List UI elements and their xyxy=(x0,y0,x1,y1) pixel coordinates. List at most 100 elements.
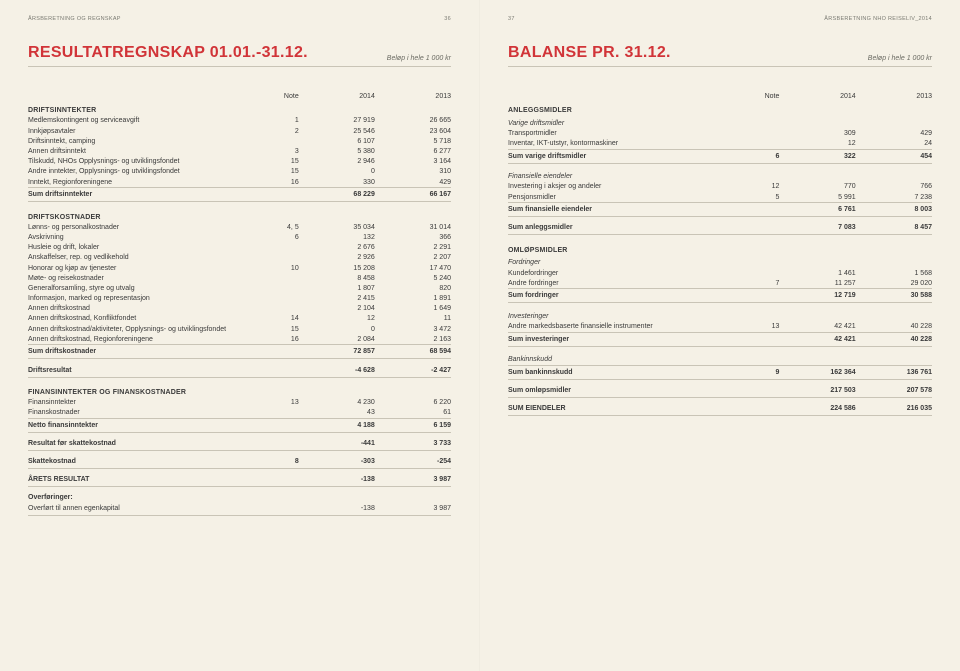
row-label: Sum omløpsmidler xyxy=(508,385,737,397)
row-note: 10 xyxy=(256,263,298,273)
table-row: Pensjonsmidler55 9917 238 xyxy=(508,192,932,203)
row-label: Finanskostnader xyxy=(28,408,256,419)
row-2013: 8 003 xyxy=(856,203,932,217)
row-note: 13 xyxy=(737,321,779,332)
page-title-right: BALANSE PR. 31.12. xyxy=(508,44,671,62)
row-label: Resultat før skattekostnad xyxy=(28,439,256,451)
balance-sheet-table: Note 2014 2013 ANLEGGSMIDLER Varige drif… xyxy=(508,91,932,416)
row-label: Investering i aksjer og andeler xyxy=(508,182,737,192)
row-note xyxy=(256,283,298,293)
row-label: Andre fordringer xyxy=(508,278,737,289)
row-2013: 310 xyxy=(375,167,451,177)
table-row: Finansinntekter134 2306 220 xyxy=(28,398,451,408)
table-row: Driftsinntekt, camping6 1075 718 xyxy=(28,136,451,146)
page-title-left: RESULTATREGNSKAP 01.01.-31.12. xyxy=(28,44,308,62)
row-2014: 12 xyxy=(779,139,855,150)
row-label: Finansinntekter xyxy=(28,398,256,408)
row-2013: 366 xyxy=(375,232,451,242)
sub-varige: Varige driftsmidler xyxy=(508,116,932,129)
section-driftsinntekter: DRIFTSINNTEKTER xyxy=(28,101,451,116)
overforinger-head: Overføringer: xyxy=(28,493,451,503)
fordringer-rows: Kundefordringer1 4611 568Andre fordringe… xyxy=(508,268,932,289)
row-note xyxy=(737,139,779,150)
overfort-egenkapital: Overført til annen egenkapital-1383 987 xyxy=(28,503,451,515)
aarets-resultat: ÅRETS RESULTAT-1383 987 xyxy=(28,475,451,487)
row-2014: 1 461 xyxy=(779,268,855,278)
row-2013: 11 xyxy=(375,314,451,324)
row-2014: 322 xyxy=(779,149,855,163)
row-2013: 26 665 xyxy=(375,116,451,126)
row-2014: 6 107 xyxy=(299,136,375,146)
row-2013: 454 xyxy=(856,149,932,163)
row-label: Sum finansielle eiendeler xyxy=(508,203,737,217)
sum-omlopsmidler: Sum omløpsmidler217 503207 578 xyxy=(508,385,932,397)
row-2014: 43 xyxy=(299,408,375,419)
row-label: Kundefordringer xyxy=(508,268,737,278)
sub-bank: Bankinnskudd xyxy=(508,352,932,365)
row-label: Skattekostnad xyxy=(28,457,256,469)
row-2013: 766 xyxy=(856,182,932,192)
row-2014: 11 257 xyxy=(779,278,855,289)
col-y1-r: 2014 xyxy=(779,91,855,101)
income-statement-table: Note 2014 2013 DRIFTSINNTEKTER Medlemsko… xyxy=(28,91,451,516)
row-note xyxy=(256,273,298,283)
row-2014: 0 xyxy=(299,167,375,177)
row-note: 1 xyxy=(256,116,298,126)
row-2014: 7 083 xyxy=(779,223,855,235)
row-2014: 35 034 xyxy=(299,222,375,232)
sub-investeringer: Investeringer xyxy=(508,309,932,322)
driftskostnader-rows: Lønns- og personalkostnader4, 535 03431 … xyxy=(28,222,451,345)
table-row: Annen driftsinntekt35 3806 277 xyxy=(28,146,451,156)
col-note-r: Note xyxy=(737,91,779,101)
table-row: Lønns- og personalkostnader4, 535 03431 … xyxy=(28,222,451,232)
row-label: Annen driftskostnad, Konfliktfondet xyxy=(28,314,256,324)
row-note: 8 xyxy=(256,457,298,469)
row-label: Lønns- og personalkostnader xyxy=(28,222,256,232)
row-2013: 3 472 xyxy=(375,324,451,334)
row-2014: 5 380 xyxy=(299,146,375,156)
section-finans: FINANSINNTEKTER OG FINANSKOSTNADER xyxy=(28,383,451,398)
table-row: Anskaffelser, rep. og vedlikehold2 9262 … xyxy=(28,253,451,263)
row-2014: 72 857 xyxy=(299,345,375,359)
table-row: Inventar, IKT-utstyr, kontormaskiner1224 xyxy=(508,139,932,150)
row-note: 15 xyxy=(256,157,298,167)
page-left: ÅRSBERETNING OG REGNSKAP 36 RESULTATREGN… xyxy=(0,0,480,671)
row-2014: 4 230 xyxy=(299,398,375,408)
row-note: 5 xyxy=(737,192,779,203)
row-label: Informasjon, marked og representasjon xyxy=(28,294,256,304)
row-2013: 3 733 xyxy=(375,439,451,451)
row-2013: 3 987 xyxy=(375,475,451,487)
finansielle-rows: Investering i aksjer og andeler12770766P… xyxy=(508,182,932,203)
page-spread: ÅRSBERETNING OG REGNSKAP 36 RESULTATREGN… xyxy=(0,0,960,671)
row-label: Sum anleggsmidler xyxy=(508,223,737,235)
row-note xyxy=(256,503,298,515)
row-2013: 1 649 xyxy=(375,304,451,314)
row-label: Inventar, IKT-utstyr, kontormaskiner xyxy=(508,139,737,150)
row-label: Netto finansinntekter xyxy=(28,419,256,433)
sum-driftsinntekter: Sum driftsinntekter68 22966 167 xyxy=(28,188,451,202)
table-row: Annen driftskostnad, Konfliktfondet14121… xyxy=(28,314,451,324)
table-row: Annen driftskostnad2 1041 649 xyxy=(28,304,451,314)
investeringer-rows: Andre markedsbaserte finansielle instrum… xyxy=(508,321,932,332)
row-note xyxy=(256,475,298,487)
row-2014: 8 458 xyxy=(299,273,375,283)
sum-anleggsmidler: Sum anleggsmidler7 0838 457 xyxy=(508,223,932,235)
table-row: Andre fordringer711 25729 020 xyxy=(508,278,932,289)
row-label: SUM EIENDELER xyxy=(508,403,737,415)
row-2014: 5 991 xyxy=(779,192,855,203)
row-2014: 0 xyxy=(299,324,375,334)
sum-driftskostnader: Sum driftskostnader72 85768 594 xyxy=(28,345,451,359)
row-2014: -138 xyxy=(299,503,375,515)
row-2013: 429 xyxy=(856,128,932,138)
netto-finans: Netto finansinntekter4 1886 159 xyxy=(28,419,451,433)
row-label: Driftsresultat xyxy=(28,365,256,377)
units-label-right: Beløp i hele 1 000 kr xyxy=(868,55,932,62)
row-2014: -4 628 xyxy=(299,365,375,377)
row-note xyxy=(737,332,779,346)
row-2014: 309 xyxy=(779,128,855,138)
row-label: Overført til annen egenkapital xyxy=(28,503,256,515)
row-note xyxy=(256,294,298,304)
table-row: Annen driftskostnad/aktiviteter, Opplysn… xyxy=(28,324,451,334)
row-note xyxy=(737,385,779,397)
sum-investeringer: Sum investeringer42 42140 228 xyxy=(508,332,932,346)
